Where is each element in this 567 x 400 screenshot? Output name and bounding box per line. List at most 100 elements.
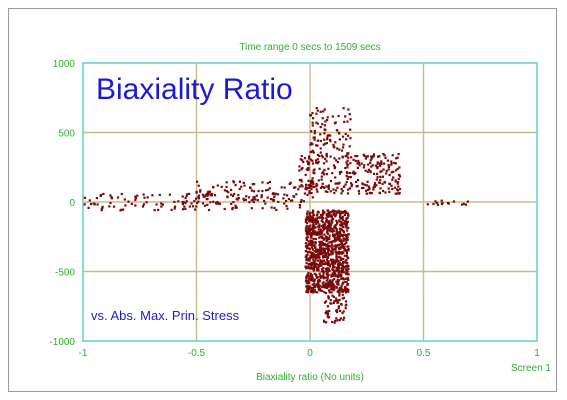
data-point bbox=[331, 172, 334, 175]
data-point bbox=[315, 222, 318, 225]
data-point bbox=[345, 249, 348, 252]
data-point bbox=[308, 250, 311, 253]
data-point bbox=[308, 213, 311, 216]
data-point bbox=[332, 209, 335, 212]
data-point bbox=[365, 184, 369, 187]
data-point bbox=[318, 256, 321, 259]
data-point bbox=[375, 184, 378, 187]
data-point bbox=[393, 161, 396, 165]
data-point bbox=[327, 295, 330, 298]
data-point bbox=[327, 264, 330, 267]
data-point bbox=[316, 139, 319, 142]
data-point bbox=[327, 250, 330, 253]
data-point bbox=[311, 162, 315, 165]
data-point bbox=[203, 195, 207, 198]
data-point bbox=[327, 316, 331, 319]
data-point bbox=[194, 208, 197, 211]
data-point bbox=[311, 220, 314, 224]
data-point bbox=[309, 266, 312, 269]
data-point bbox=[339, 309, 342, 312]
data-point bbox=[317, 266, 320, 270]
data-point bbox=[328, 281, 331, 284]
data-point bbox=[288, 182, 291, 186]
data-point bbox=[311, 219, 314, 222]
data-point bbox=[331, 268, 334, 271]
data-point bbox=[326, 138, 329, 141]
data-point bbox=[306, 215, 309, 218]
data-point bbox=[321, 262, 324, 265]
data-point bbox=[268, 187, 271, 190]
data-point bbox=[322, 249, 325, 252]
data-point bbox=[347, 226, 350, 229]
data-point bbox=[387, 187, 390, 190]
data-point bbox=[308, 286, 311, 289]
data-point bbox=[376, 163, 379, 166]
data-point bbox=[334, 250, 337, 253]
data-point bbox=[316, 184, 319, 187]
data-point bbox=[314, 237, 318, 241]
data-point bbox=[242, 181, 245, 184]
data-point bbox=[322, 110, 325, 113]
data-point bbox=[294, 186, 297, 189]
data-point bbox=[309, 240, 312, 243]
data-point bbox=[244, 198, 247, 201]
data-point bbox=[342, 229, 345, 232]
data-point bbox=[337, 272, 340, 275]
data-point bbox=[313, 221, 316, 224]
data-point bbox=[322, 259, 325, 262]
data-point bbox=[130, 202, 133, 205]
data-point bbox=[320, 231, 323, 234]
data-point bbox=[376, 167, 379, 170]
data-point bbox=[311, 149, 314, 152]
data-point bbox=[201, 193, 205, 196]
data-point bbox=[333, 191, 336, 195]
data-point bbox=[318, 230, 321, 233]
data-point bbox=[367, 185, 371, 188]
data-point bbox=[323, 270, 326, 273]
data-point bbox=[326, 310, 329, 313]
data-point bbox=[347, 188, 350, 191]
data-point bbox=[309, 211, 312, 214]
data-point bbox=[397, 181, 400, 184]
data-point bbox=[342, 251, 345, 254]
data-point bbox=[120, 192, 123, 196]
tick-labels: -1 -0.5 0 0.5 1 -1000 -500 0 500 1000 bbox=[49, 59, 540, 359]
data-point bbox=[346, 238, 349, 241]
data-point bbox=[313, 132, 316, 135]
data-point bbox=[334, 273, 337, 277]
data-point bbox=[99, 194, 102, 197]
data-point bbox=[328, 309, 331, 313]
data-point bbox=[313, 231, 316, 234]
data-point bbox=[305, 262, 308, 265]
data-point bbox=[341, 155, 344, 158]
data-point bbox=[344, 183, 347, 186]
data-point bbox=[253, 197, 256, 200]
data-point bbox=[325, 300, 328, 303]
data-point bbox=[318, 248, 321, 251]
data-point bbox=[209, 194, 212, 197]
data-point bbox=[336, 319, 339, 322]
data-point bbox=[313, 232, 316, 235]
data-point bbox=[320, 240, 323, 243]
data-point bbox=[206, 193, 209, 196]
data-point bbox=[142, 193, 145, 196]
data-point bbox=[336, 129, 339, 132]
data-point bbox=[160, 205, 163, 208]
data-point bbox=[321, 268, 324, 271]
data-point bbox=[350, 185, 353, 188]
data-point bbox=[311, 248, 315, 251]
data-point bbox=[309, 289, 313, 292]
data-point bbox=[337, 281, 340, 284]
data-point bbox=[369, 159, 372, 162]
data-point bbox=[346, 177, 349, 180]
data-point bbox=[320, 248, 323, 251]
data-point bbox=[209, 201, 212, 204]
data-point bbox=[392, 176, 395, 179]
data-point bbox=[304, 265, 307, 268]
data-point bbox=[315, 251, 318, 254]
data-point bbox=[307, 179, 310, 182]
data-point bbox=[342, 257, 345, 260]
data-point bbox=[342, 143, 345, 146]
data-point bbox=[336, 231, 339, 234]
data-point bbox=[320, 219, 323, 222]
